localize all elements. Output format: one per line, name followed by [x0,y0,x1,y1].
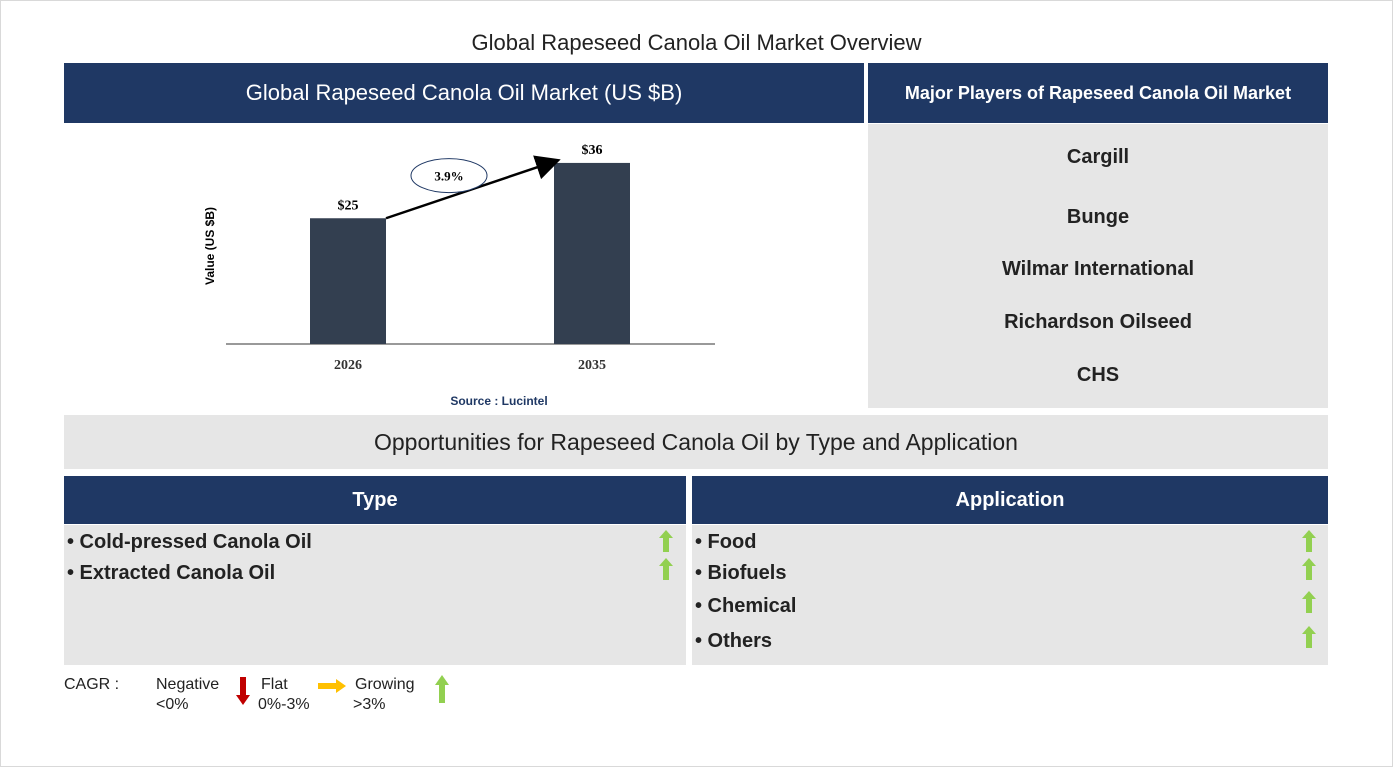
opportunities-title: Opportunities for Rapeseed Canola Oil by… [64,415,1328,469]
green-up-arrow-icon [659,530,673,552]
application-item: • Biofuels [695,562,787,584]
green-up-arrow-icon [1302,591,1316,613]
legend-growing-label: Growing [355,676,415,693]
y-axis-label: Value (US $B) [203,207,217,285]
chart-header: Global Rapeseed Canola Oil Market (US $B… [64,63,864,123]
bar-2035 [554,162,630,344]
application-item: • Chemical [695,595,797,617]
green-up-arrow-icon [1302,558,1316,580]
application-item: • Food [695,531,757,553]
cagr-ellipse [410,158,488,194]
player-item: Wilmar International [1001,258,1195,280]
application-panel: • Food • Biofuels • Chemical • Others [692,525,1328,665]
legend-negative-label: Negative [156,676,220,693]
cagr-label: 3.9% [434,169,463,184]
player-item: Richardson Oilseed [1004,311,1192,333]
legend-negative-range: <0% [156,696,189,713]
legend-growing-range: >3% [353,696,386,713]
player-item: Bunge [1066,206,1130,228]
green-up-arrow-icon [435,675,449,703]
type-item: • Cold-pressed Canola Oil [67,531,312,553]
players-header: Major Players of Rapeseed Canola Oil Mar… [868,63,1328,123]
red-down-arrow-icon [236,677,250,705]
source-label: Source : Lucintel [450,394,547,408]
type-panel: • Cold-pressed Canola Oil • Extracted Ca… [64,525,686,665]
green-up-arrow-icon [1302,530,1316,552]
green-up-arrow-icon [1302,626,1316,648]
players-panel: Cargill Bunge Wilmar International Richa… [868,124,1328,408]
type-header: Type [64,476,686,524]
legend-flat-range: 0%-3% [258,696,310,713]
bar-2026 [310,218,386,344]
legend-cagr-label: CAGR : [64,676,120,693]
application-item: • Others [695,630,773,652]
type-item: • Extracted Canola Oil [67,562,276,584]
market-bar-chart: Value (US $B) $25 2026 $36 2035 3.9% Source… [203,143,715,408]
bars-layer: $25 2026 $36 2035 [310,143,630,373]
bar-value-label: $36 [582,143,603,158]
x-tick-label: 2026 [334,358,362,373]
orange-right-arrow-icon [318,679,346,693]
application-header: Application [692,476,1328,524]
page-title: Global Rapeseed Canola Oil Market Overvi… [471,30,922,55]
green-up-arrow-icon [659,558,673,580]
x-tick-label: 2035 [578,358,606,373]
player-item: Cargill [1066,146,1130,168]
player-item: CHS [1076,364,1120,386]
bar-value-label: $25 [338,198,359,213]
legend-flat-label: Flat [261,676,288,693]
